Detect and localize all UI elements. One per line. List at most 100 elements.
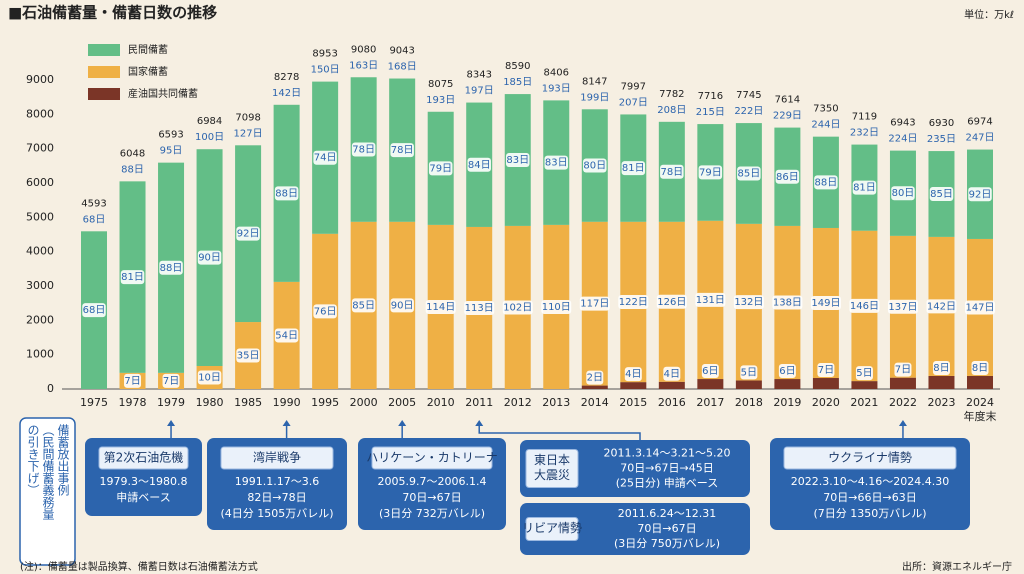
day-label-bg — [740, 365, 758, 380]
arrow-head — [898, 420, 907, 426]
day-label-bg — [467, 157, 491, 172]
day-label-bg — [313, 150, 337, 165]
day-label-bg — [660, 164, 684, 179]
day-label: 92日 — [969, 189, 992, 200]
day-label: 84日 — [468, 160, 491, 171]
chart-title: ■石油備蓄量・備蓄日数の推移 — [8, 4, 217, 22]
total-day-label: 215日 — [696, 107, 725, 118]
day-label: 78日 — [352, 145, 375, 156]
total-day-label: 68日 — [83, 214, 106, 225]
annotation-line: 2011.6.24～12.31 — [618, 507, 716, 520]
total-value-label: 4593 — [81, 198, 106, 209]
annotation-title-box — [220, 446, 334, 470]
day-label: 85日 — [930, 189, 953, 200]
annotation-line: 70日→67日 — [402, 491, 461, 504]
day-label: 90日 — [198, 253, 221, 264]
day-label-bg — [663, 366, 681, 381]
day-label: 146日 — [850, 301, 879, 312]
day-label: 74日 — [314, 153, 337, 164]
x-tick-label: 1990 — [273, 396, 301, 409]
total-value-label: 8343 — [466, 70, 491, 81]
day-label: 131日 — [696, 295, 725, 306]
x-tick-label: 2014 — [581, 396, 609, 409]
day-label-bg — [737, 166, 761, 181]
day-label: 102日 — [503, 302, 532, 313]
x-tick-label: 1985 — [234, 396, 262, 409]
bar-segment — [581, 385, 608, 389]
annotation-line: 1979.3～1980.8 — [100, 475, 188, 488]
total-day-label: 197日 — [465, 86, 494, 97]
day-label: 8日 — [972, 363, 988, 374]
total-value-label: 8278 — [274, 72, 299, 83]
x-tick-note: 年度末 — [964, 409, 997, 423]
day-label-bg — [579, 296, 610, 311]
day-label-bg — [810, 295, 841, 310]
day-label-bg — [505, 152, 530, 167]
day-label-bg — [849, 298, 880, 313]
day-label: 88日 — [275, 188, 298, 199]
day-label: 80日 — [583, 161, 606, 172]
x-tick-label: 2015 — [619, 396, 647, 409]
x-tick-label: 2011 — [465, 396, 493, 409]
total-day-label: 199日 — [580, 92, 609, 103]
total-value-label: 9080 — [351, 44, 376, 55]
day-label: 4日 — [625, 369, 641, 380]
annotation-line: 申請ベース — [116, 490, 170, 504]
x-tick-label: 2010 — [427, 396, 455, 409]
total-day-label: 244日 — [811, 120, 840, 131]
day-label: 81日 — [622, 163, 645, 174]
x-tick-label: 2023 — [927, 396, 955, 409]
day-label-bg — [698, 165, 723, 180]
day-label: 8日 — [933, 363, 949, 374]
x-tick-label: 2000 — [350, 396, 378, 409]
legend-swatch — [88, 44, 120, 56]
total-day-label: 247日 — [965, 133, 994, 144]
day-label: 83日 — [506, 155, 529, 166]
arrow-head — [475, 420, 484, 426]
annotation-line: (3日分 732万バレル) — [379, 507, 485, 520]
day-label: 114日 — [426, 302, 455, 313]
day-label: 78日 — [660, 167, 683, 178]
day-label-bg — [120, 270, 145, 285]
day-label: 78日 — [391, 145, 414, 156]
x-tick-label: 1980 — [196, 396, 224, 409]
day-label: 126日 — [657, 297, 686, 308]
day-label-bg — [968, 187, 992, 202]
annotation-line: (4日分 1505万バレル) — [220, 507, 333, 520]
total-value-label: 8406 — [544, 67, 569, 78]
x-tick-label: 2018 — [735, 396, 763, 409]
total-day-label: 235日 — [927, 134, 956, 145]
day-label: 35日 — [237, 351, 260, 362]
day-label-bg — [932, 360, 950, 375]
legend-label: 国家備蓄 — [128, 65, 168, 78]
total-value-label: 8953 — [312, 49, 337, 60]
side-note-box — [19, 417, 76, 566]
day-label: 10日 — [198, 372, 221, 383]
day-label: 79日 — [429, 163, 452, 174]
y-tick-label: 3000 — [26, 279, 54, 292]
x-tick-label: 2016 — [658, 396, 686, 409]
day-label-bg — [390, 298, 414, 313]
day-label: 81日 — [121, 272, 144, 283]
day-label-bg — [162, 373, 180, 388]
total-value-label: 6943 — [890, 118, 915, 129]
day-label: 122日 — [619, 297, 648, 308]
total-value-label: 6984 — [197, 116, 222, 127]
bar-segment — [812, 378, 839, 389]
total-value-label: 7997 — [621, 81, 646, 92]
total-day-label: 163日 — [349, 60, 378, 71]
day-label-bg — [159, 260, 183, 275]
y-tick-label: 5000 — [26, 210, 54, 223]
day-label-bg — [313, 304, 337, 319]
day-label: 88日 — [160, 263, 183, 274]
total-day-label: 88日 — [121, 164, 144, 175]
x-tick-label: 2012 — [504, 396, 532, 409]
day-label: 92日 — [237, 229, 260, 240]
legend-label: 産油国共同備蓄 — [128, 87, 198, 100]
x-tick-label: 2021 — [850, 396, 878, 409]
day-label-bg — [274, 328, 299, 343]
x-tick-label: 2022 — [889, 396, 917, 409]
side-note: （民間備蓄義務量 — [41, 424, 55, 520]
y-tick-label: 6000 — [26, 176, 54, 189]
y-tick-label: 0 — [47, 382, 54, 395]
